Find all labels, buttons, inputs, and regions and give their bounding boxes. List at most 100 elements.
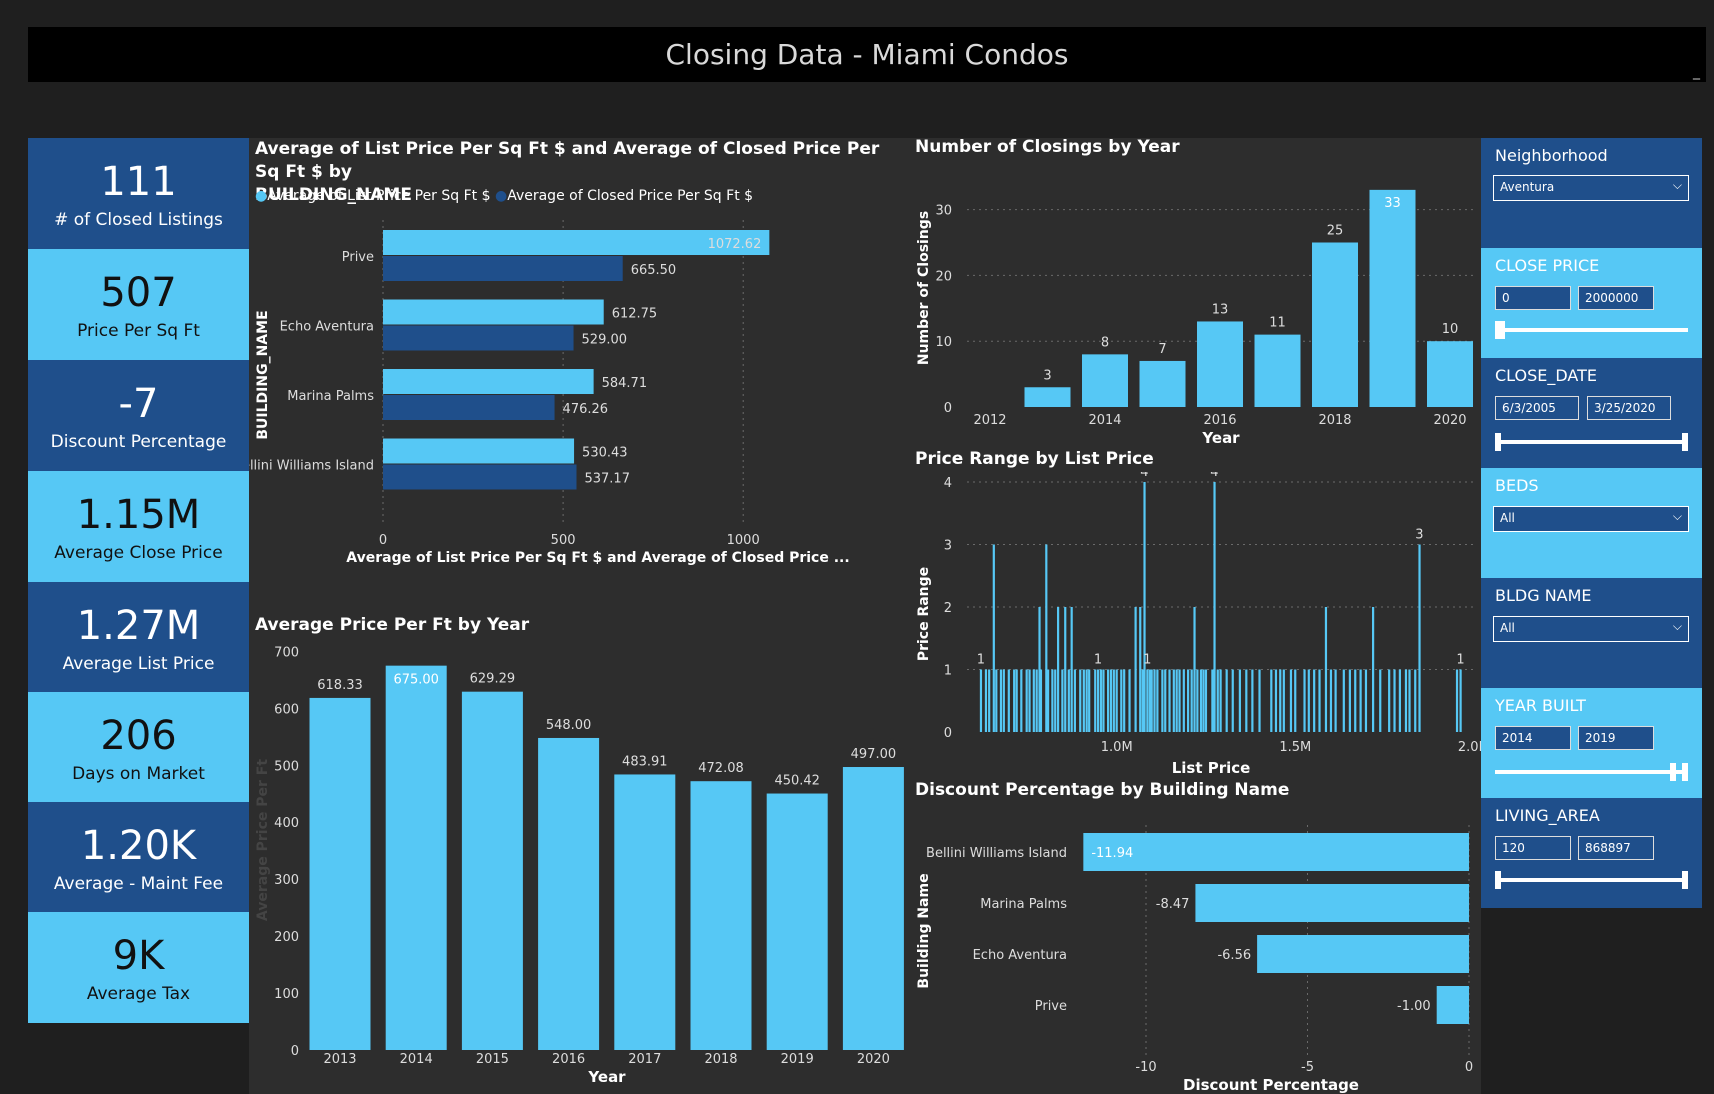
year-built-max-input[interactable]: 2019 [1578,726,1654,750]
slicer-living-area: LIVING_AREA 120 868897 [1481,798,1702,908]
minimize-icon[interactable]: _ [1693,64,1700,80]
category-label: Marina Palms [287,389,374,404]
bar [1372,607,1375,732]
range-min-handle[interactable] [1670,763,1676,781]
x-tick-label: 2016 [552,1052,585,1067]
data-label: 618.33 [317,678,363,693]
y-tick-label: 10 [935,335,952,350]
bar [1079,669,1082,732]
data-label: 4 [1140,472,1148,480]
chevron-down-icon: ⌵ [1672,509,1682,523]
kpi-label: Average List Price [62,653,215,674]
bar [1270,669,1273,732]
close-price-min-input[interactable]: 0 [1495,286,1571,310]
slicer-title: BEDS [1495,476,1539,495]
range-max-handle[interactable] [1682,433,1688,451]
neighborhood-dropdown[interactable]: Aventura ⌵ [1493,175,1689,201]
bar [1398,669,1401,732]
dropdown-value: All [1500,621,1515,635]
bar [1015,669,1018,732]
close-date-start-input[interactable]: 6/3/2005 [1495,396,1579,420]
bar [1082,669,1085,732]
close-date-end-input[interactable]: 3/25/2020 [1587,396,1671,420]
bar [995,669,998,732]
data-label: 584.71 [602,376,648,391]
legend-dot-icon: ● [255,188,268,204]
bar [1303,669,1306,732]
bar [1313,669,1316,732]
range-max-handle[interactable] [1682,763,1688,781]
year-built-min-input[interactable]: 2014 [1495,726,1571,750]
y-tick-label: 0 [944,401,952,416]
kpi-value: 111 [100,158,177,205]
kpi-value: 507 [100,269,177,316]
kpi-label: Days on Market [72,763,205,784]
x-tick-label: 2018 [1318,413,1351,428]
bar [309,697,371,1050]
bar [1128,669,1131,732]
bar [1083,833,1469,871]
year-built-range-track[interactable] [1495,763,1688,781]
kpi-label: # of Closed Listings [54,209,223,230]
beds-dropdown[interactable]: All ⌵ [1493,506,1689,532]
bar [1258,669,1261,732]
y-tick-label: 20 [935,269,952,284]
living-area-max-input[interactable]: 868897 [1578,836,1654,860]
bar [1172,669,1175,732]
bar [1112,669,1115,732]
bar [1051,669,1054,732]
bar [1148,669,1151,732]
bar [385,665,447,1050]
close-date-range-track[interactable] [1495,433,1688,451]
chart5-title: Discount Percentage by Building Name [915,780,1290,800]
bar [383,256,623,281]
range-min-handle[interactable] [1495,433,1501,451]
slicer-close-price: CLOSE PRICE 0 2000000 [1481,248,1702,358]
bar [1282,669,1285,732]
data-label: 7 [1158,342,1166,357]
y-axis-title: Price Range [916,567,932,661]
range-min-handle[interactable] [1495,871,1501,889]
y-tick-label: 4 [944,476,952,491]
close-price-max-input[interactable]: 2000000 [1578,286,1654,310]
bar [1143,482,1146,732]
bar [383,230,770,255]
bar [1324,607,1328,732]
range-max-handle[interactable] [1682,871,1688,889]
y-tick-label: 2 [944,601,952,616]
bar [1436,986,1469,1024]
x-tick-label: -5 [1301,1060,1314,1075]
bar [1007,669,1010,732]
bar [1329,669,1333,732]
bar [1334,669,1337,732]
bar [1146,669,1149,732]
range-max-handle[interactable] [1499,321,1505,339]
x-tick-label: 2.0M [1458,740,1481,755]
bar [1211,669,1214,732]
bar [383,369,594,394]
bar [1061,669,1064,732]
living-area-range-track[interactable] [1495,871,1688,889]
bar [383,325,574,351]
bar [1107,669,1110,732]
data-label: 629.29 [470,672,516,687]
kpi-label: Average Close Price [54,542,223,563]
slicer-title: YEAR BUILT [1495,696,1586,715]
bar [1064,607,1067,732]
living-area-min-input[interactable]: 120 [1495,836,1571,860]
slicer-title: CLOSE_DATE [1495,366,1597,385]
data-label: 11 [1269,316,1286,331]
y-tick-label: 0 [944,726,952,741]
slicer-beds: BEDS All ⌵ [1481,468,1702,578]
slicer-title: Neighborhood [1495,146,1608,165]
range-min-handle[interactable] [1495,321,1501,339]
legend-entry-list: Average of List Price Per Sq Ft $ [267,188,491,204]
bar [1088,669,1091,732]
close-price-range-track[interactable] [1495,321,1688,339]
kpi-value: 1.27M [76,602,201,649]
kpi-value: 206 [100,712,177,759]
bar [1418,544,1421,732]
x-tick-label: 2014 [400,1052,433,1067]
bar [1388,669,1391,732]
bldg-name-dropdown[interactable]: All ⌵ [1493,616,1689,642]
